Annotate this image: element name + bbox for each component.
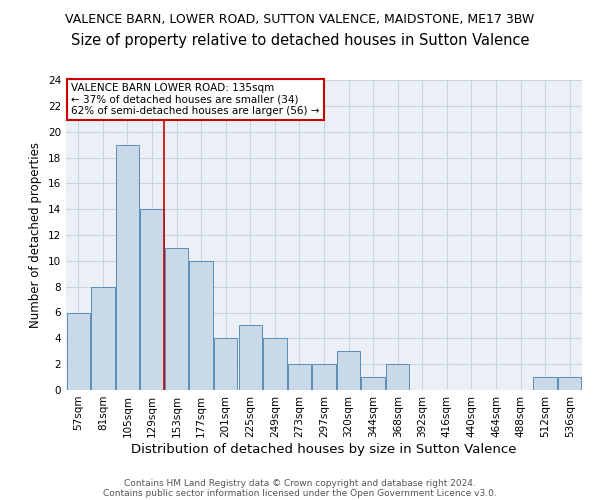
Text: Contains HM Land Registry data © Crown copyright and database right 2024.: Contains HM Land Registry data © Crown c… (124, 478, 476, 488)
Bar (165, 248, 188, 390)
Bar (67, 312, 90, 390)
Text: Contains public sector information licensed under the Open Government Licence v3: Contains public sector information licen… (103, 488, 497, 498)
Bar (214, 338, 238, 390)
Bar (558, 377, 581, 390)
Text: VALENCE BARN, LOWER ROAD, SUTTON VALENCE, MAIDSTONE, ME17 3BW: VALENCE BARN, LOWER ROAD, SUTTON VALENCE… (65, 12, 535, 26)
Bar (533, 377, 557, 390)
Bar (337, 351, 360, 390)
Bar (386, 364, 409, 390)
Bar (140, 209, 164, 390)
Bar (190, 261, 213, 390)
Bar (239, 326, 262, 390)
Bar (91, 286, 115, 390)
Text: Size of property relative to detached houses in Sutton Valence: Size of property relative to detached ho… (71, 32, 529, 48)
X-axis label: Distribution of detached houses by size in Sutton Valence: Distribution of detached houses by size … (131, 442, 517, 456)
Bar (313, 364, 335, 390)
Text: VALENCE BARN LOWER ROAD: 135sqm
← 37% of detached houses are smaller (34)
62% of: VALENCE BARN LOWER ROAD: 135sqm ← 37% of… (71, 83, 320, 116)
Bar (116, 144, 139, 390)
Y-axis label: Number of detached properties: Number of detached properties (29, 142, 43, 328)
Bar (361, 377, 385, 390)
Bar (263, 338, 287, 390)
Bar (288, 364, 311, 390)
